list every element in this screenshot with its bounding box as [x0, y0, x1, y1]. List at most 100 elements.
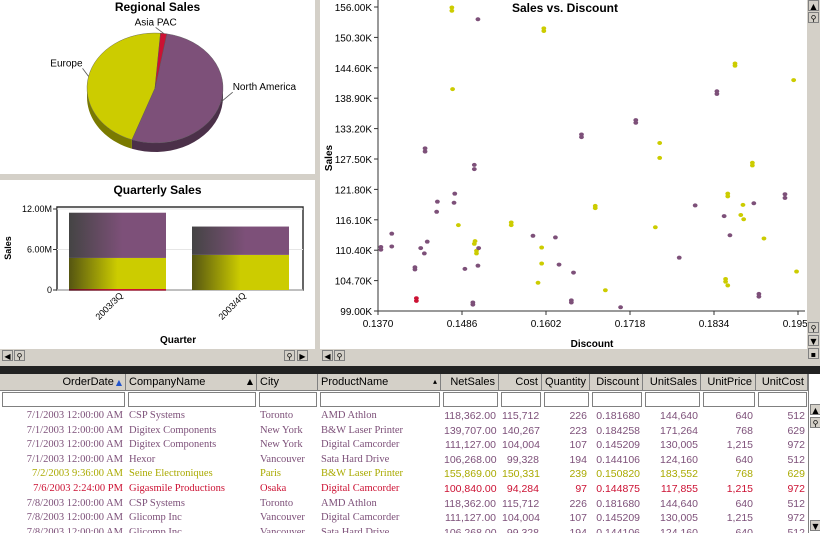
- scatter-point[interactable]: [727, 233, 733, 238]
- table-row[interactable]: 7/1/2003 12:00:00 AM CSP Systems Toronto AM…: [0, 409, 808, 424]
- scatter-point[interactable]: [738, 213, 744, 217]
- scroll-right-icon[interactable]: ▶: [297, 350, 308, 361]
- sort-icon[interactable]: ▴: [432, 377, 437, 386]
- column-header-netsales[interactable]: NetSales: [441, 374, 499, 391]
- bar-segment-north-america[interactable]: [192, 226, 289, 255]
- zoom-icon[interactable]: ⚲: [334, 350, 345, 361]
- scatter-point[interactable]: [723, 279, 728, 284]
- table-row[interactable]: 7/8/2003 12:00:00 AM CSP Systems Toronto AM…: [0, 497, 808, 512]
- filter-input-cost[interactable]: [501, 392, 541, 407]
- column-header-discount[interactable]: Discount: [590, 374, 643, 391]
- bar-segment-asia-pac[interactable]: [69, 288, 166, 291]
- scatter-point[interactable]: [553, 235, 558, 240]
- scatter-point[interactable]: [378, 247, 384, 252]
- scatter-vscrollbar[interactable]: ▲ ⚲ ⚲ ▼ ▪: [807, 0, 820, 362]
- scatter-point[interactable]: [470, 300, 476, 305]
- zoom-icon[interactable]: ⚲: [14, 350, 25, 361]
- pie-slice-europe[interactable]: [86, 32, 161, 140]
- filter-input-unitprice[interactable]: [703, 392, 755, 407]
- scatter-point[interactable]: [451, 200, 457, 205]
- filter-input-unitsales[interactable]: [645, 392, 700, 407]
- scatter-point[interactable]: [389, 244, 395, 249]
- scroll-left-icon[interactable]: ◀: [322, 350, 333, 361]
- scatter-point[interactable]: [749, 163, 755, 168]
- scatter-point[interactable]: [741, 217, 747, 222]
- zoom-icon[interactable]: ⚲: [284, 350, 295, 361]
- column-header-unitsales[interactable]: UnitSales: [643, 374, 701, 391]
- column-header-orderdate[interactable]: OrderDate ▲: [0, 374, 126, 391]
- bar-segment-europe[interactable]: [69, 257, 166, 289]
- zoom-icon[interactable]: ⚲: [808, 12, 819, 23]
- scatter-point[interactable]: [418, 246, 424, 251]
- table-row[interactable]: 7/8/2003 12:00:00 AM Glicomp Inc Vancouver…: [0, 511, 808, 526]
- scatter-point[interactable]: [530, 233, 536, 238]
- quarterly-hscrollbar[interactable]: ◀ ⚲ ⚲ ▶: [0, 348, 315, 362]
- scatter-point[interactable]: [476, 246, 482, 251]
- table-row[interactable]: 7/6/2003 2:24:00 PM Gigasmile Productions…: [0, 482, 808, 497]
- quarterly-sales-chart[interactable]: 0 6.00M 12.00M Sales 2003/3Q 2003/4Q: [0, 180, 315, 348]
- scatter-point[interactable]: [592, 206, 598, 211]
- sort-icon[interactable]: ▲: [246, 377, 253, 386]
- filter-input-companyname[interactable]: [128, 392, 256, 407]
- scatter-point[interactable]: [424, 239, 430, 244]
- table-row[interactable]: 7/8/2003 12:00:00 AM Glicomp Inc Vancouver…: [0, 526, 808, 533]
- column-header-quantity[interactable]: Quantity: [542, 374, 590, 391]
- scroll-up-icon[interactable]: ▲: [810, 404, 820, 415]
- scatter-point[interactable]: [794, 269, 799, 274]
- column-header-productname[interactable]: ProductName ▴: [318, 374, 441, 391]
- filter-input-netsales[interactable]: [443, 392, 498, 407]
- scatter-point[interactable]: [725, 283, 731, 288]
- scatter-point[interactable]: [449, 8, 455, 13]
- scatter-point[interactable]: [413, 298, 419, 303]
- splitter[interactable]: [0, 366, 820, 374]
- scroll-left-icon[interactable]: ◀: [2, 350, 13, 361]
- scatter-point[interactable]: [472, 239, 478, 244]
- scatter-point[interactable]: [618, 305, 623, 310]
- corner-icon[interactable]: ▪: [808, 348, 819, 359]
- bar-segment-north-america[interactable]: [69, 212, 166, 258]
- scatter-point[interactable]: [571, 270, 576, 275]
- table-row[interactable]: 7/1/2003 12:00:00 AM Hexor Vancouver Sata H…: [0, 453, 808, 468]
- table-vscrollbar[interactable]: ▲ ⚲ ▼: [808, 374, 820, 533]
- scatter-point[interactable]: [751, 201, 757, 206]
- column-header-city[interactable]: City: [257, 374, 318, 391]
- column-header-unitprice[interactable]: UnitPrice: [701, 374, 756, 391]
- scatter-point[interactable]: [452, 191, 458, 196]
- scatter-point[interactable]: [471, 167, 477, 172]
- scatter-point[interactable]: [732, 63, 738, 68]
- sales-vs-discount-scatter[interactable]: Sales vs. Discount Discount Sales 99.00K…: [320, 0, 807, 348]
- scatter-point[interactable]: [449, 5, 455, 10]
- scatter-point[interactable]: [556, 262, 562, 267]
- sort-icon[interactable]: ▲: [115, 378, 122, 387]
- scatter-point[interactable]: [782, 195, 788, 200]
- scatter-point[interactable]: [633, 118, 639, 123]
- filter-input-orderdate[interactable]: [2, 392, 125, 407]
- pie-side-north-america[interactable]: [131, 88, 223, 152]
- pie-slice-north-america[interactable]: [131, 33, 224, 144]
- scatter-point[interactable]: [434, 199, 440, 204]
- scatter-point[interactable]: [535, 280, 541, 285]
- scatter-point[interactable]: [657, 141, 663, 145]
- zoom-icon[interactable]: ⚲: [808, 322, 819, 333]
- scatter-point[interactable]: [579, 132, 584, 137]
- scatter-point[interactable]: [791, 78, 797, 83]
- pie-side-europe[interactable]: [87, 88, 132, 149]
- regional-sales-pie[interactable]: North America Europe Asia PAC: [0, 0, 315, 174]
- scatter-point[interactable]: [508, 223, 514, 228]
- scroll-down-icon[interactable]: ▼: [808, 335, 819, 346]
- filter-input-city[interactable]: [259, 392, 317, 407]
- filter-input-discount[interactable]: [592, 392, 642, 407]
- column-header-cost[interactable]: Cost: [499, 374, 542, 391]
- table-row[interactable]: 7/2/2003 9:36:00 AM Seine Electroniques Pa…: [0, 467, 808, 482]
- filter-input-unitcost[interactable]: [758, 392, 807, 407]
- scroll-down-icon[interactable]: ▼: [810, 520, 820, 531]
- scatter-point[interactable]: [568, 298, 574, 303]
- scatter-hscrollbar[interactable]: ◀ ⚲: [320, 348, 807, 362]
- filter-input-productname[interactable]: [320, 392, 440, 407]
- scatter-point[interactable]: [676, 255, 682, 260]
- table-row[interactable]: 7/1/2003 12:00:00 AM Digitex Components Ne…: [0, 438, 808, 453]
- scatter-point[interactable]: [756, 294, 762, 299]
- scatter-point[interactable]: [412, 267, 418, 272]
- scatter-point[interactable]: [422, 146, 428, 151]
- scatter-point[interactable]: [539, 261, 545, 266]
